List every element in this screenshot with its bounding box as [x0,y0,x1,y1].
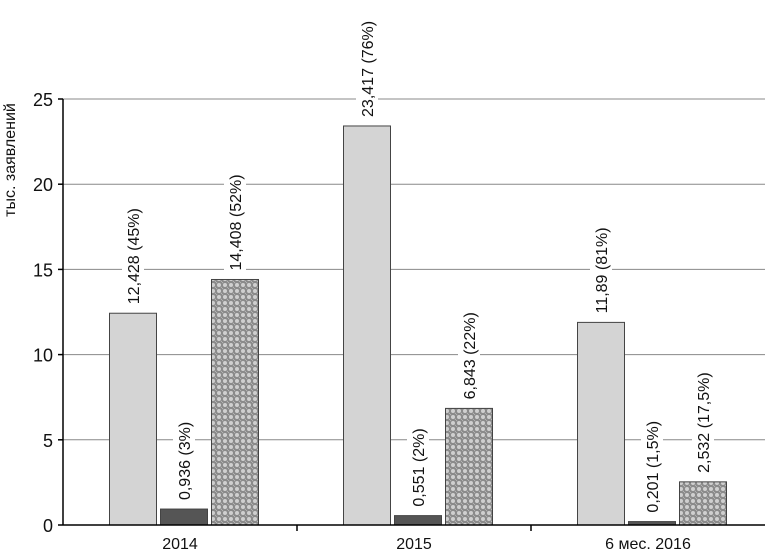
data-label: 0,936 (3%) [177,422,194,500]
data-label-bg [356,10,378,120]
data-label-bg [173,411,195,504]
data-label-bg [407,417,429,510]
bar [343,125,391,526]
data-label: 11,89 (81%) [594,227,611,313]
data-label-bg [641,406,663,516]
bar [445,407,493,526]
bar [211,278,259,526]
y-tick-label: 25 [33,90,53,110]
data-label-bg [224,164,246,274]
data-label: 6,843 (22%) [462,312,479,399]
bar [109,312,157,526]
data-label: 0,551 (2%) [411,428,428,506]
y-axis-label: тыс. заявлений [2,103,19,217]
bar [160,508,208,526]
bar [679,481,727,526]
x-tick-label: 6 мес. 2016 [605,536,691,553]
x-tick-label: 2015 [396,536,432,553]
y-tick-label: 10 [33,346,53,366]
data-label: 12,428 (45%) [126,208,143,304]
y-tick-label: 20 [33,175,53,195]
data-label: 0,201 (1,5%) [645,421,662,513]
data-label-bg [692,358,714,476]
data-label: 2,532 (17,5%) [696,372,713,473]
data-label: 14,408 (52%) [228,174,245,270]
y-tick-label: 15 [33,260,53,280]
x-tick-label: 2014 [162,536,198,553]
bar [394,515,442,526]
data-label-bg [458,301,480,403]
bar [577,321,625,526]
y-tick-label: 0 [43,516,53,536]
data-label: 23,417 (76%) [360,21,377,117]
y-tick-label: 5 [43,431,53,451]
data-label-bg [122,198,144,308]
data-label-bg [590,215,612,317]
